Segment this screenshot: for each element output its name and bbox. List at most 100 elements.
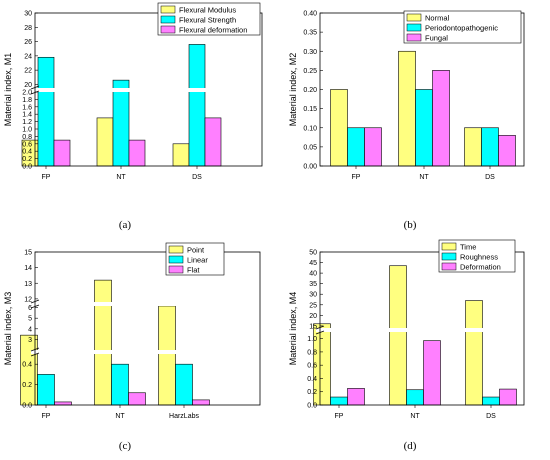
y-tick-label: 0.15 <box>303 106 317 113</box>
legend-box <box>403 10 522 44</box>
legend-entry: Flexural Strength <box>179 16 236 25</box>
y-tick-label: 1.4 <box>22 112 32 119</box>
legend-entry: Normal <box>425 14 450 23</box>
plot-frame <box>319 251 525 406</box>
bar-ds-series-1 <box>172 143 190 167</box>
legend-entry: Flexural deformation <box>179 26 247 35</box>
bar-nt-series-2 <box>406 389 424 406</box>
y-tick-label: 0.0 <box>307 403 317 410</box>
legend-swatch <box>406 33 422 42</box>
y-tick-label: 45 <box>309 260 317 267</box>
bar-fp-series-3 <box>53 139 71 167</box>
y-tick-label: 0.8 <box>22 134 32 141</box>
chart-panel-2: 0.00 0.05 0.10 0.15 0.20 0.25 0.30 0.35 0.40 FP NT… <box>288 10 525 231</box>
panel-label: (d) <box>404 440 417 452</box>
legend-entry: Fungal <box>425 34 448 43</box>
y-tick-label: 0.25 <box>303 68 317 75</box>
y-tick-label: 30 <box>309 292 317 299</box>
y-tick-label: 0.2 <box>22 156 32 163</box>
y-tick-label: 0.20 <box>303 87 317 94</box>
legend-entry: Roughness <box>460 253 498 262</box>
bar-harzlabs-series-3 <box>192 399 210 406</box>
legend-entry: Flexural Modulus <box>179 6 236 15</box>
y-tick-label: 0.00 <box>303 164 317 171</box>
bar-nt-series-1 <box>96 117 114 167</box>
bar-nt-series-3 <box>432 70 450 167</box>
legend-entry: Time <box>460 243 476 252</box>
legend-swatch <box>406 23 422 32</box>
axis-break-gap <box>31 88 266 92</box>
bar-nt-series-1 <box>94 279 112 406</box>
legend-swatch <box>168 265 184 274</box>
legend-entry: Point <box>187 246 205 255</box>
bar-fp-series-3 <box>54 401 72 406</box>
y-tick-label: 0.0 <box>22 403 32 410</box>
legend-swatch <box>406 13 422 22</box>
x-tick-label-harzlabs: HarzLabs <box>169 413 199 420</box>
y-tick-label: 25 <box>309 302 317 309</box>
y-tick-label: 4 <box>28 326 32 333</box>
y-tick-label: 40 <box>309 271 317 278</box>
legend-entry: Periodontopathogenic <box>425 24 498 33</box>
y-axis-label: Material index, M1 <box>3 53 13 127</box>
y-tick-label: 24 <box>24 53 32 60</box>
plot-frame <box>34 12 263 167</box>
panel-label: (a) <box>119 219 132 231</box>
bar-fp-series-2 <box>37 56 55 167</box>
chart-panel-4: 0.0 0.2 0.4 0.6 0.8 1.0 15 20 25 30 35 40 45 50 FP NT DS… <box>288 239 528 452</box>
panel-label: (c) <box>119 440 132 452</box>
y-tick-label: 0.2 <box>22 382 32 389</box>
bar-harzlabs-series-2 <box>175 363 193 406</box>
chart-panel-1: 0.00.20.40.60.81.01.21.41.61.82.020 22 24 2… <box>3 2 266 231</box>
chart-panel-3: 0.0 0.2 0.4 3 4 5 6 12 13 14 15 FP NT HarzLabs Materia… <box>3 242 264 452</box>
bar-fp-series-3 <box>347 388 365 406</box>
x-tick-label-ds: DS <box>192 174 202 181</box>
bar-ds-series-2 <box>188 44 206 167</box>
y-tick-label: 0.6 <box>307 363 317 370</box>
y-tick-label: 0.0 <box>22 164 32 171</box>
y-tick-label: 28 <box>24 25 32 32</box>
y-tick-label: 0.4 <box>22 149 32 156</box>
bar-nt-series-2 <box>415 89 433 167</box>
legend-swatch <box>168 255 184 264</box>
y-axis-label: Material index, M4 <box>288 292 298 366</box>
y-tick-label: 0.05 <box>303 144 317 151</box>
x-tick-label-fp: FP <box>335 413 344 420</box>
axis-break-gap <box>316 328 528 332</box>
bar-harzlabs-series-1 <box>158 305 176 406</box>
legend-swatch <box>160 15 176 24</box>
y-tick-label: 35 <box>309 281 317 288</box>
legend-swatch <box>441 242 457 251</box>
bar-nt-series-3 <box>423 340 441 406</box>
y-tick-label: 1.8 <box>22 97 32 104</box>
bar-ds-series-3 <box>498 135 516 167</box>
y-tick-label: 0.4 <box>307 376 317 383</box>
y-tick-label: 50 <box>309 250 317 257</box>
x-tick-label-ds: DS <box>486 413 496 420</box>
y-tick-label: 0.30 <box>303 49 317 56</box>
bar-nt-series-3 <box>128 139 146 167</box>
y-tick-label: 0.8 <box>307 349 317 356</box>
bar-ds-series-1 <box>465 300 483 406</box>
bar-ds-series-2 <box>482 396 500 406</box>
x-tick-label-nt: NT <box>410 413 420 420</box>
legend-entry: Flat <box>187 266 200 275</box>
y-tick-label: 3 <box>28 337 32 344</box>
x-tick-label-nt: NT <box>419 174 429 181</box>
y-tick-label: 2.0 <box>22 90 32 97</box>
axis-break-gap <box>31 350 264 354</box>
x-tick-label-fp: FP <box>42 413 51 420</box>
y-tick-label: 0.4 <box>22 362 32 369</box>
x-tick-label-nt: NT <box>116 174 126 181</box>
bar-fp-series-3 <box>364 127 382 167</box>
plot-frame <box>34 251 261 406</box>
y-axis-label: Material index, M2 <box>288 53 298 127</box>
y-tick-label: 1.2 <box>22 119 32 126</box>
y-tick-label: 6 <box>28 305 32 312</box>
legend-swatch <box>160 5 176 14</box>
y-tick-label: 14 <box>24 265 32 272</box>
y-tick-label: 30 <box>24 11 32 18</box>
panel-label: (b) <box>404 219 417 231</box>
legend-swatch <box>160 25 176 34</box>
